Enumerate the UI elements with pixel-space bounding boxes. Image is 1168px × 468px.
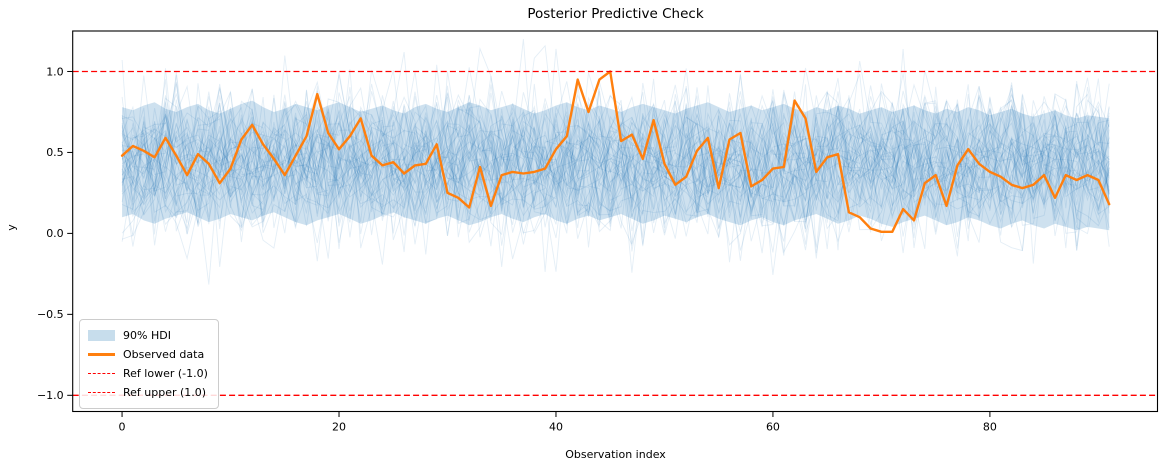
legend-item-ref-lower: Ref lower (-1.0): [88, 364, 208, 383]
legend-item-hdi: 90% HDI: [88, 326, 208, 345]
observed-line: [120, 70, 1111, 234]
posterior-sample-line: [121, 90, 1110, 285]
posterior-sample-line: [121, 86, 1110, 267]
posterior-sample-line: [121, 59, 1110, 245]
posterior-sample-line: [121, 94, 1110, 252]
posterior-sample-line: [121, 74, 1110, 233]
ref-dashed-line-icon: [88, 392, 115, 393]
posterior-sample-line: [121, 102, 1110, 254]
posterior-sample-line: [121, 67, 1110, 209]
y-tick-label: −1.0: [37, 389, 64, 402]
posterior-sample-line: [121, 67, 1110, 253]
y-tick-label: 0.5: [46, 146, 64, 159]
ref-dashed-line-icon: [88, 373, 115, 374]
x-axis-label: Observation index: [565, 448, 666, 461]
posterior-sample-line: [121, 84, 1110, 254]
posterior-sample-line: [121, 44, 1110, 251]
posterior-sample-line: [121, 61, 1110, 257]
posterior-sample-line: [121, 85, 1110, 219]
posterior-sample-line: [122, 93, 1110, 239]
posterior-sample-line: [121, 81, 1110, 259]
posterior-sample-line: [122, 96, 1110, 252]
chart-title: Posterior Predictive Check: [527, 6, 704, 22]
posterior-sample-line: [121, 91, 1110, 225]
posterior-sample-line: [121, 97, 1110, 272]
legend-label: Ref upper (1.0): [123, 386, 207, 399]
posterior-sample-line: [121, 74, 1110, 256]
legend-item-observed: Observed data: [88, 345, 208, 364]
posterior-sample-line: [121, 100, 1110, 273]
y-tick-label: 0.0: [46, 227, 64, 240]
x-tick-label: 20: [332, 421, 346, 434]
posterior-sample-line: [121, 84, 1110, 251]
posterior-sample-line: [121, 84, 1110, 228]
y-tick-label: −0.5: [37, 308, 64, 321]
posterior-sample-line: [121, 84, 1110, 262]
posterior-sample-line: [121, 83, 1110, 235]
posterior-sample-line: [121, 78, 1110, 217]
posterior-sample-line: [121, 75, 1110, 242]
posterior-sample-line: [121, 68, 1110, 216]
legend: 90% HDI Observed data Ref lower (-1.0) R…: [79, 319, 219, 409]
legend-item-ref-upper: Ref upper (1.0): [88, 383, 208, 402]
posterior-sample-line: [121, 83, 1110, 265]
posterior-sample-line: [121, 86, 1110, 276]
posterior-sample-line: [121, 78, 1110, 239]
legend-label: Ref lower (-1.0): [123, 367, 208, 380]
x-tick-label: 40: [549, 421, 563, 434]
x-tick-label: 80: [983, 421, 997, 434]
x-tick-label: 60: [766, 421, 780, 434]
posterior-sample-line: [121, 117, 1110, 261]
axes-spines: [72, 30, 1159, 413]
posterior-sample-line: [121, 52, 1110, 226]
posterior-sample-line: [121, 71, 1110, 253]
posterior-sample-line: [121, 48, 1110, 216]
legend-label: Observed data: [123, 348, 205, 361]
posterior-sample-line: [121, 72, 1110, 229]
y-tick-label: 1.0: [46, 65, 64, 78]
posterior-sample-line: [121, 78, 1110, 215]
hdi-patch-icon: [88, 330, 115, 341]
observed-line-icon: [88, 353, 115, 356]
posterior-sample-line: [121, 99, 1110, 254]
posterior-sample-line: [121, 86, 1110, 247]
posterior-sample-line: [121, 69, 1110, 255]
posterior-sample-line: [121, 92, 1110, 267]
posterior-sample-line: [121, 93, 1110, 251]
posterior-sample-line: [122, 39, 1110, 230]
posterior-sample-line: [121, 105, 1110, 250]
plot-area: [120, 39, 1111, 285]
x-tick-label: 0: [119, 421, 126, 434]
legend-label: 90% HDI: [123, 329, 171, 342]
posterior-sample-line: [121, 72, 1110, 250]
posterior-sample-line: [121, 87, 1110, 243]
hdi-band: [122, 100, 1110, 231]
posterior-sample-line: [121, 81, 1110, 264]
posterior-sample-line: [121, 71, 1110, 263]
